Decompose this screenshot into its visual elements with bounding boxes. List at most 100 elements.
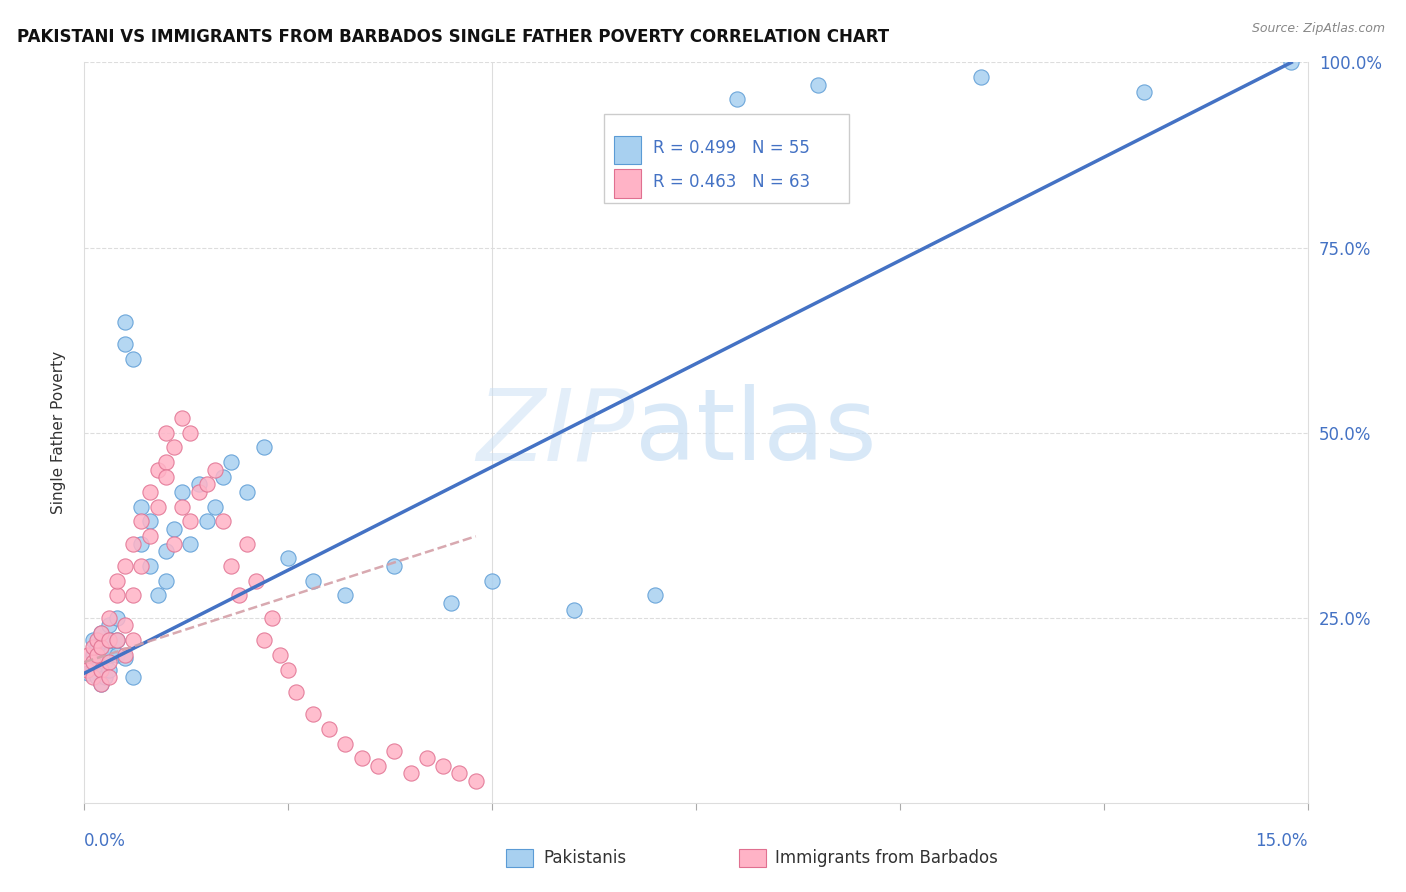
Point <box>236 484 259 499</box>
Point <box>105 610 128 624</box>
Point <box>131 500 153 514</box>
Point <box>97 632 120 647</box>
Point <box>146 589 169 603</box>
Point <box>269 648 291 662</box>
Point <box>449 766 471 780</box>
Point <box>277 663 299 677</box>
Point <box>82 663 104 677</box>
Point <box>219 558 242 573</box>
Text: PAKISTANI VS IMMIGRANTS FROM BARBADOS SINGLE FATHER POVERTY CORRELATION CHART: PAKISTANI VS IMMIGRANTS FROM BARBADOS SI… <box>17 28 889 45</box>
Point <box>138 558 160 573</box>
Text: R = 0.499   N = 55: R = 0.499 N = 55 <box>654 139 810 157</box>
Point <box>86 648 108 662</box>
Point <box>76 663 98 677</box>
Point <box>122 589 145 603</box>
Point <box>155 574 177 588</box>
Point <box>725 92 748 106</box>
Point <box>138 515 160 529</box>
Point <box>253 632 276 647</box>
Point <box>277 551 299 566</box>
Bar <box>614 169 641 198</box>
Point <box>807 78 830 92</box>
Point <box>82 655 104 669</box>
Point <box>122 670 145 684</box>
Point <box>122 536 145 550</box>
Point <box>105 632 128 647</box>
Point <box>1279 55 1302 70</box>
Point <box>114 558 136 573</box>
Point <box>86 670 108 684</box>
Point <box>97 610 120 624</box>
Point <box>122 632 145 647</box>
Text: Source: ZipAtlas.com: Source: ZipAtlas.com <box>1251 22 1385 36</box>
Point <box>82 648 104 662</box>
Point <box>172 484 194 499</box>
Point <box>179 425 201 440</box>
Point <box>382 744 405 758</box>
Text: atlas: atlas <box>636 384 876 481</box>
Text: Pakistanis: Pakistanis <box>543 849 626 867</box>
Point <box>90 677 112 691</box>
Point <box>481 574 503 588</box>
Point <box>97 648 120 662</box>
Point <box>335 589 357 603</box>
Point <box>187 477 209 491</box>
Point <box>970 70 993 85</box>
Point <box>179 536 201 550</box>
Point <box>253 441 276 455</box>
Point <box>644 589 666 603</box>
Point <box>155 544 177 558</box>
Point <box>86 640 108 655</box>
Point <box>219 455 242 469</box>
FancyBboxPatch shape <box>605 114 849 203</box>
Point <box>562 603 585 617</box>
Point <box>82 655 104 669</box>
Point <box>138 529 160 543</box>
Point <box>86 632 108 647</box>
Point <box>90 663 112 677</box>
Point <box>105 589 128 603</box>
Point <box>90 625 112 640</box>
Point <box>131 558 153 573</box>
Point <box>285 685 308 699</box>
Text: ZIP: ZIP <box>477 384 636 481</box>
Point <box>93 670 115 684</box>
Point <box>97 663 120 677</box>
Point <box>77 648 100 662</box>
Bar <box>614 136 641 164</box>
Point <box>77 666 100 681</box>
Point <box>350 751 373 765</box>
Point <box>163 522 186 536</box>
Point <box>146 462 169 476</box>
Point <box>82 640 104 655</box>
Point <box>90 663 112 677</box>
Point <box>97 632 120 647</box>
Point <box>90 640 112 655</box>
Point <box>335 737 357 751</box>
Point <box>97 618 120 632</box>
Point <box>114 651 136 665</box>
Bar <box>738 848 766 867</box>
Point <box>212 515 235 529</box>
Point <box>212 470 235 484</box>
Point <box>172 500 194 514</box>
Point <box>301 706 323 721</box>
Point <box>416 751 439 765</box>
Point <box>131 515 153 529</box>
Point <box>155 470 177 484</box>
Point <box>90 648 112 662</box>
Point <box>105 648 128 662</box>
Point <box>195 477 218 491</box>
Point <box>399 766 422 780</box>
Point <box>1133 85 1156 99</box>
Point <box>440 596 463 610</box>
Point <box>179 515 201 529</box>
Text: Immigrants from Barbados: Immigrants from Barbados <box>776 849 998 867</box>
Point <box>464 773 486 788</box>
Point <box>82 670 104 684</box>
Point <box>155 425 177 440</box>
Point <box>90 677 112 691</box>
Point <box>318 722 340 736</box>
Point <box>93 655 115 669</box>
Point <box>236 536 259 550</box>
